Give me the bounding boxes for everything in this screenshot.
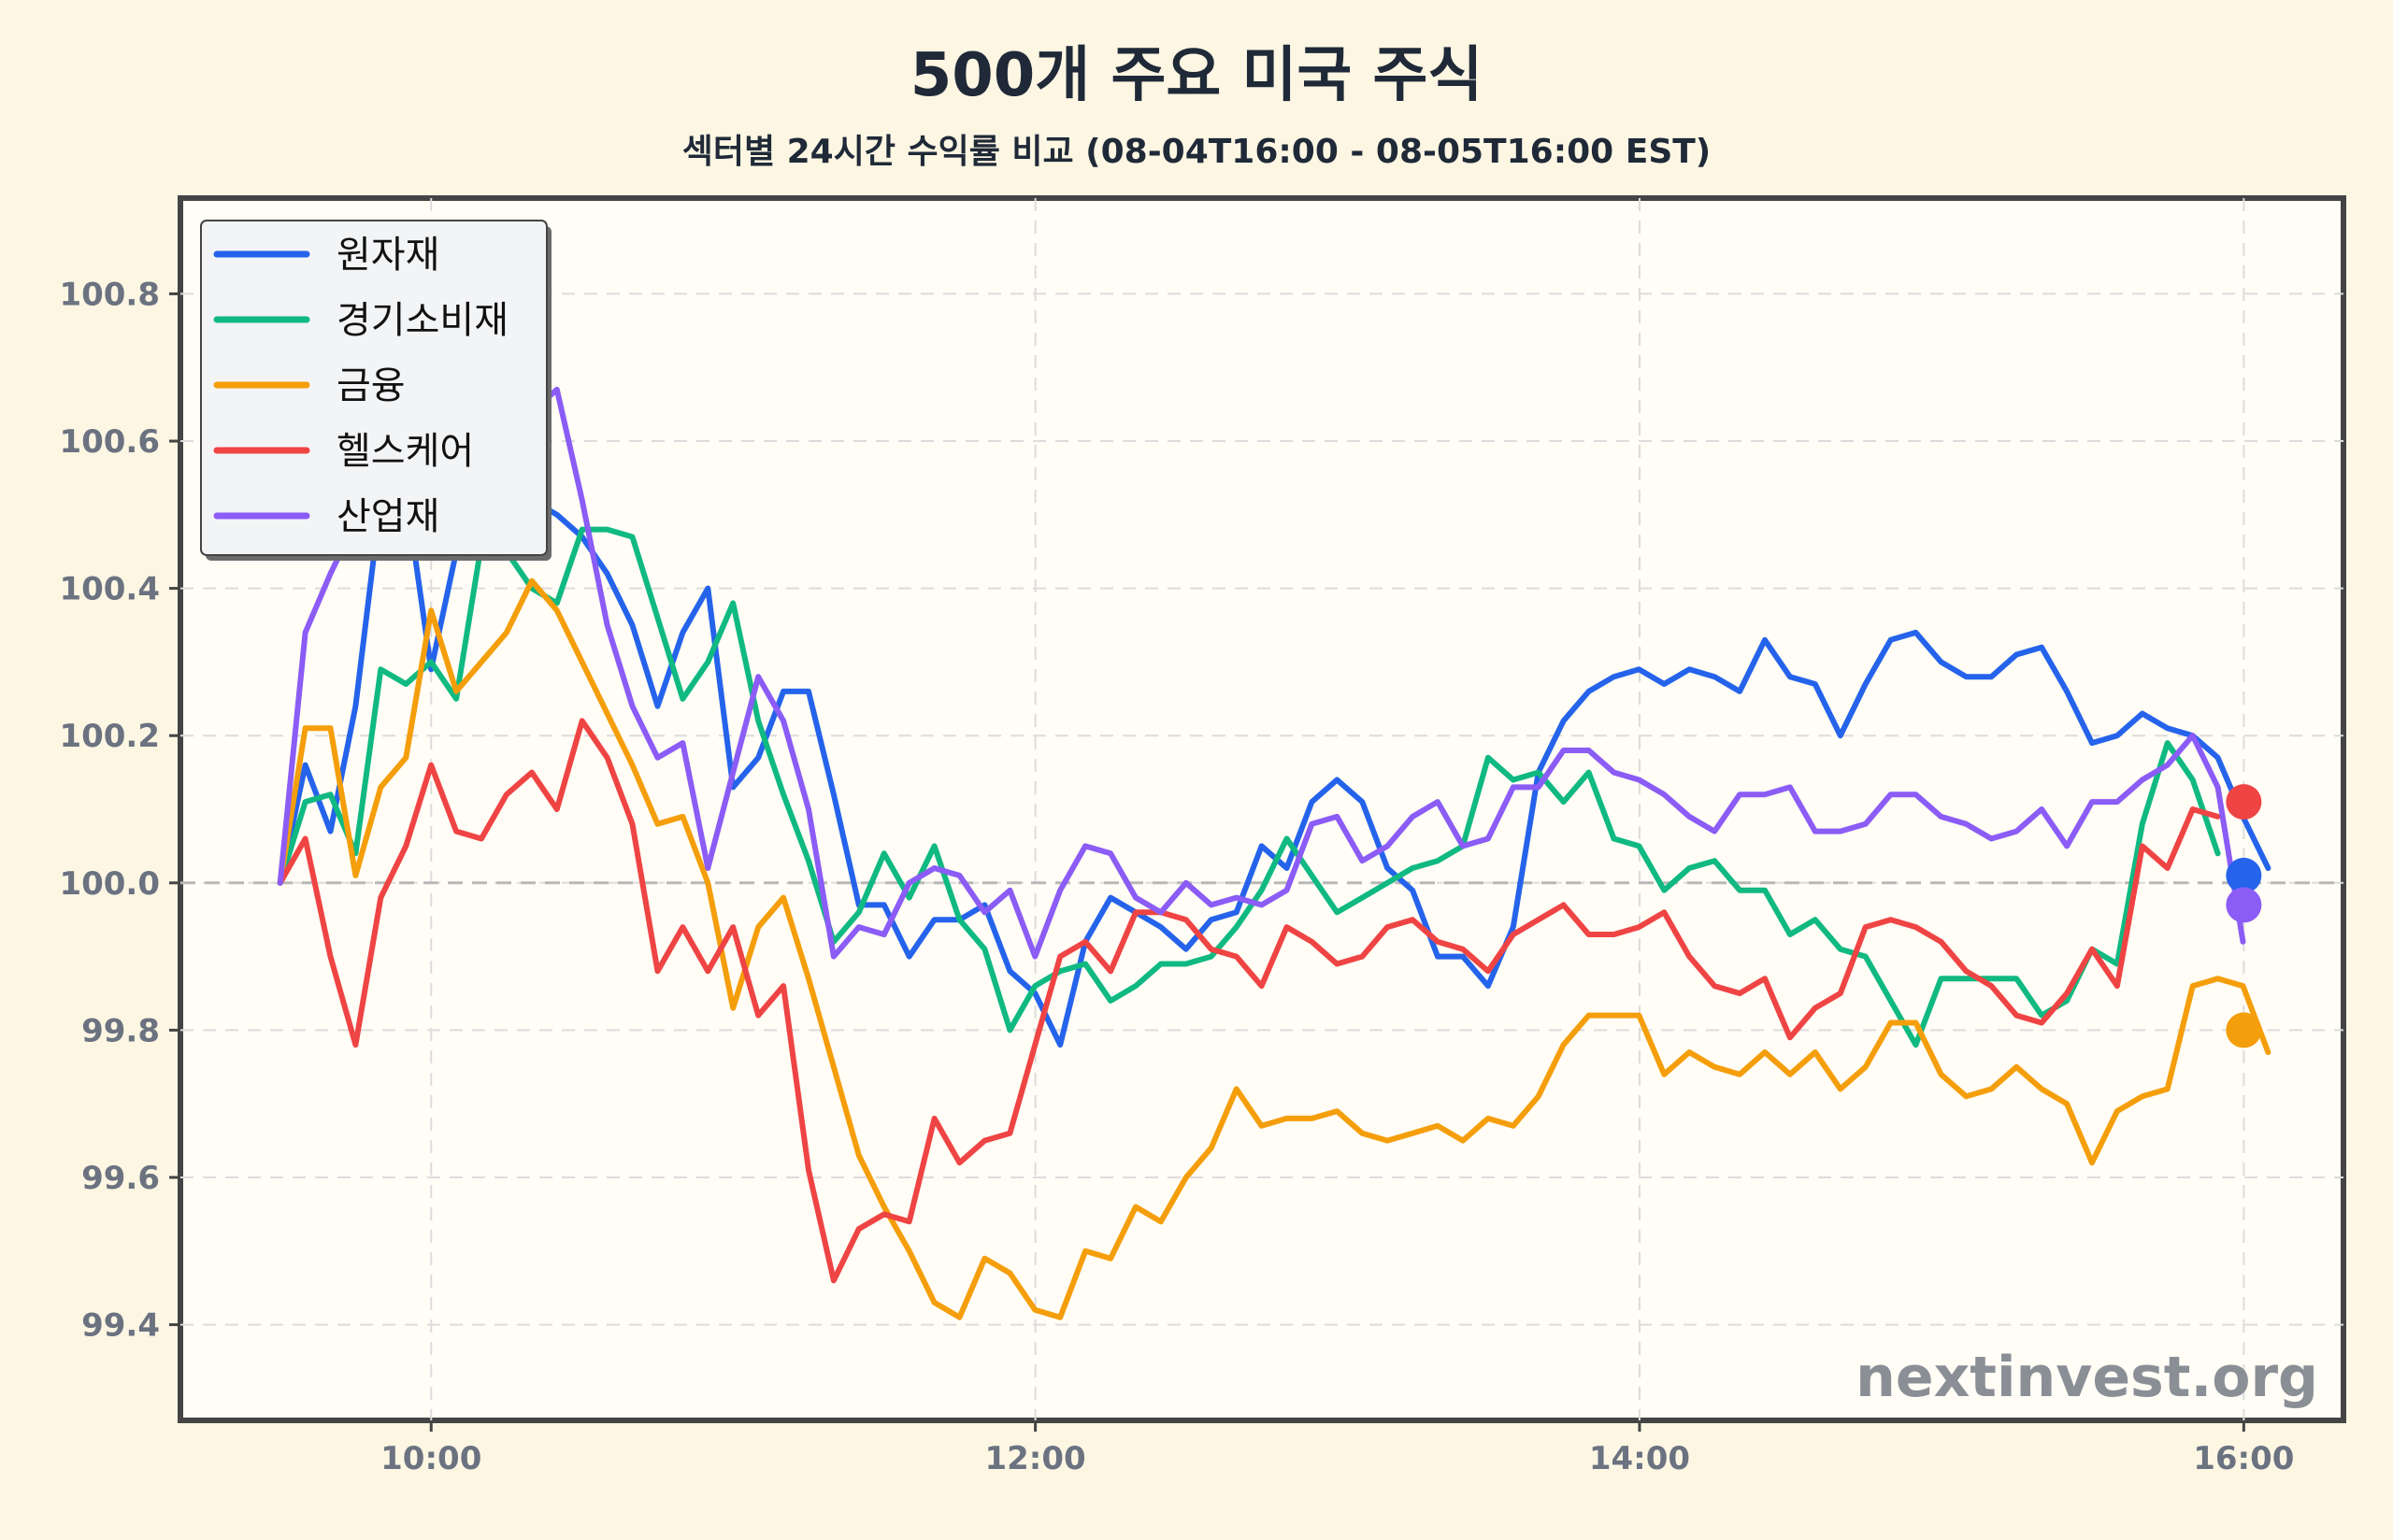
series-line-1	[277, 526, 2221, 1048]
legend-label-2: 금융	[337, 364, 406, 407]
chart-subtitle: 섹터별 24시간 수익률 비교 (08-04T16:00 - 08-05T16:…	[682, 133, 1712, 171]
axes: 99.4 99.6 99.8 100.0 100.2 100.4 100.6 100.8 10:…	[59, 276, 2294, 1477]
legend-label-1: 경기소비재	[337, 299, 509, 342]
end-marker-4	[2226, 887, 2262, 923]
y-tick-label: 99.6	[81, 1160, 160, 1197]
series-line-0	[277, 438, 2271, 1048]
series-line-4	[277, 327, 2246, 960]
series-line-3	[277, 718, 2221, 1284]
y-tick-label: 100.4	[59, 571, 160, 608]
chart-title: 500개 주요 미국 주식	[910, 41, 1483, 110]
y-tick-label: 100.8	[59, 276, 160, 313]
watermark: nextinvest.org	[1856, 1345, 2318, 1410]
end-marker-0	[2226, 857, 2262, 893]
series-line-2	[277, 578, 2271, 1320]
y-tick-label: 100.6	[59, 423, 160, 461]
legend-label-0: 원자재	[337, 234, 439, 277]
end-marker-3	[2226, 784, 2262, 820]
y-tick-label: 99.4	[81, 1307, 160, 1345]
series-layer	[277, 327, 2271, 1320]
legend-label-3: 헬스케어	[337, 430, 474, 473]
x-tick-label: 14:00	[1589, 1440, 1690, 1477]
x-tick-label: 12:00	[984, 1440, 1085, 1477]
y-tick-label: 99.8	[81, 1012, 160, 1049]
x-tick-label: 16:00	[2193, 1440, 2294, 1477]
end-marker-2	[2226, 1012, 2262, 1048]
legend-box	[200, 220, 548, 556]
y-tick-label: 100.0	[59, 865, 160, 903]
legend-label-4: 산업재	[337, 495, 439, 538]
x-tick-label: 10:00	[380, 1440, 481, 1477]
y-tick-label: 100.2	[59, 718, 160, 755]
